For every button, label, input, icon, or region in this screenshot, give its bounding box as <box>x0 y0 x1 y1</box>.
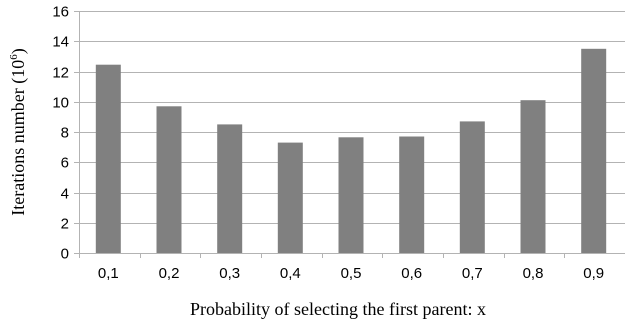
x-tick-labels: 0,1 0,2 0,3 0,4 0,5 0,6 0,7 0,8 0,9 <box>98 265 604 282</box>
bar-0-5 <box>338 137 364 253</box>
y-tick-label: 10 <box>52 95 69 112</box>
x-tick-label: 0,8 <box>523 265 544 282</box>
x-tick-label: 0,3 <box>219 265 240 282</box>
y-axis-title: Iterations number (106) <box>8 48 29 215</box>
y-axis-title-suffix: ) <box>8 48 29 54</box>
bar-0-6 <box>399 136 425 253</box>
y-axis-title-exponent: 6 <box>8 54 20 60</box>
bar-0-7 <box>459 121 485 254</box>
bar-0-4 <box>277 142 303 253</box>
bar-0-8 <box>520 100 546 253</box>
bar-0-3 <box>217 124 243 254</box>
y-axis-title-base: Iterations number (10 <box>8 60 29 216</box>
y-tick-label: 4 <box>61 186 69 203</box>
x-tick-label: 0,7 <box>462 265 483 282</box>
y-tick-labels: 0 2 4 6 8 10 12 14 16 <box>52 4 69 263</box>
x-tick-label: 0,1 <box>98 265 119 282</box>
y-tick-label: 6 <box>61 155 69 172</box>
x-tick-label: 0,9 <box>583 265 604 282</box>
y-tick-label: 2 <box>61 216 69 233</box>
x-axis-title: Probability of selecting the first paren… <box>190 299 486 319</box>
bar-0-1 <box>95 64 121 253</box>
axes <box>74 11 625 258</box>
y-tick-label: 0 <box>61 246 69 263</box>
bar-0-2 <box>156 106 182 253</box>
x-tick-label: 0,2 <box>159 265 180 282</box>
y-tick-label: 8 <box>61 125 69 142</box>
x-tick-label: 0,4 <box>280 265 301 282</box>
x-tick-label: 0,5 <box>341 265 362 282</box>
y-tick-label: 14 <box>52 34 69 51</box>
y-tick-label: 16 <box>52 4 69 21</box>
y-tick-label: 12 <box>52 65 69 82</box>
bar-0-9 <box>581 48 607 253</box>
bars <box>95 48 607 254</box>
x-tick-label: 0,6 <box>401 265 422 282</box>
